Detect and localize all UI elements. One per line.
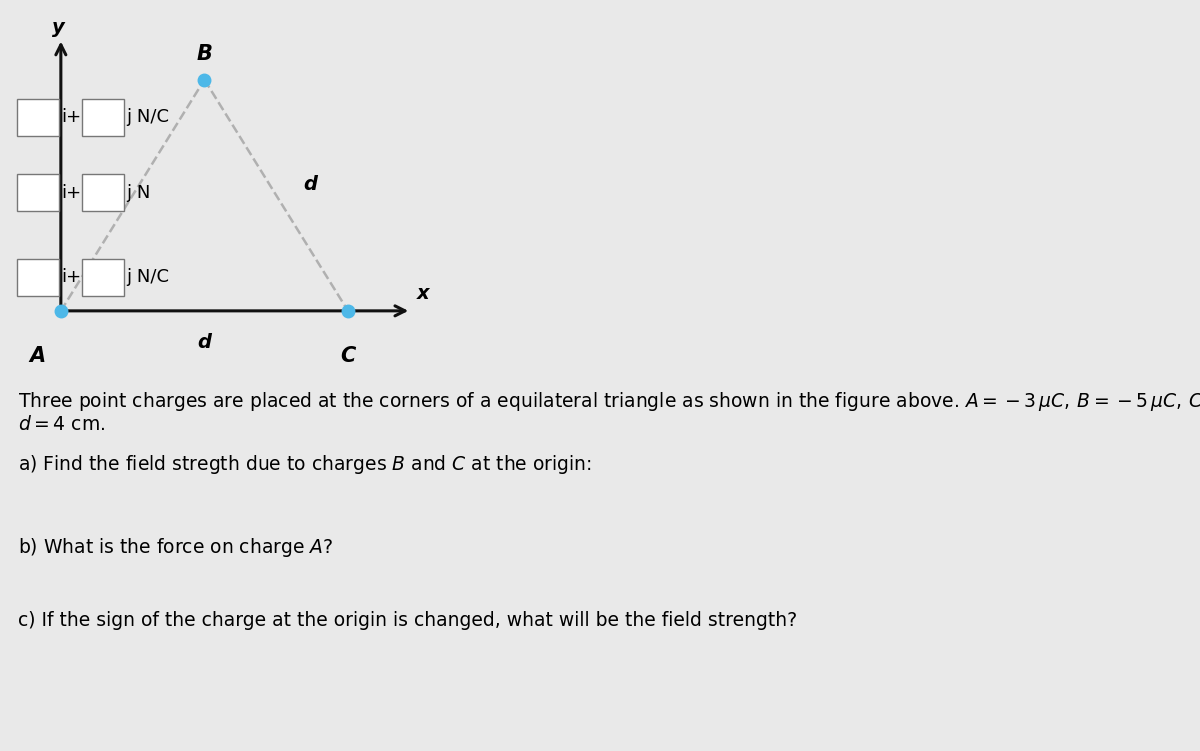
Text: a) Find the field stregth due to charges $B$ and $C$ at the origin:: a) Find the field stregth due to charges…: [18, 453, 592, 476]
Text: i+: i+: [61, 108, 82, 126]
Text: A: A: [30, 345, 46, 366]
FancyBboxPatch shape: [17, 259, 59, 296]
Text: Three point charges are placed at the corners of a equilateral triangle as shown: Three point charges are placed at the co…: [18, 390, 1200, 413]
FancyBboxPatch shape: [17, 99, 59, 136]
Text: b) What is the force on charge $A$?: b) What is the force on charge $A$?: [18, 536, 334, 559]
Text: d: d: [91, 175, 106, 194]
Text: d: d: [304, 175, 318, 194]
Text: B: B: [197, 44, 212, 64]
Text: j N/C: j N/C: [126, 108, 169, 126]
FancyBboxPatch shape: [82, 174, 124, 211]
Text: $d = 4$ cm.: $d = 4$ cm.: [18, 415, 106, 434]
Text: d: d: [198, 333, 211, 352]
Text: y: y: [53, 19, 65, 38]
Text: i+: i+: [61, 269, 82, 286]
FancyBboxPatch shape: [82, 99, 124, 136]
Text: j N: j N: [126, 183, 150, 201]
FancyBboxPatch shape: [17, 174, 59, 211]
Text: j N/C: j N/C: [126, 269, 169, 286]
Text: x: x: [416, 284, 428, 303]
Text: i+: i+: [61, 183, 82, 201]
Text: c) If the sign of the charge at the origin is changed, what will be the field st: c) If the sign of the charge at the orig…: [18, 611, 797, 630]
Text: C: C: [341, 345, 355, 366]
FancyBboxPatch shape: [82, 259, 124, 296]
